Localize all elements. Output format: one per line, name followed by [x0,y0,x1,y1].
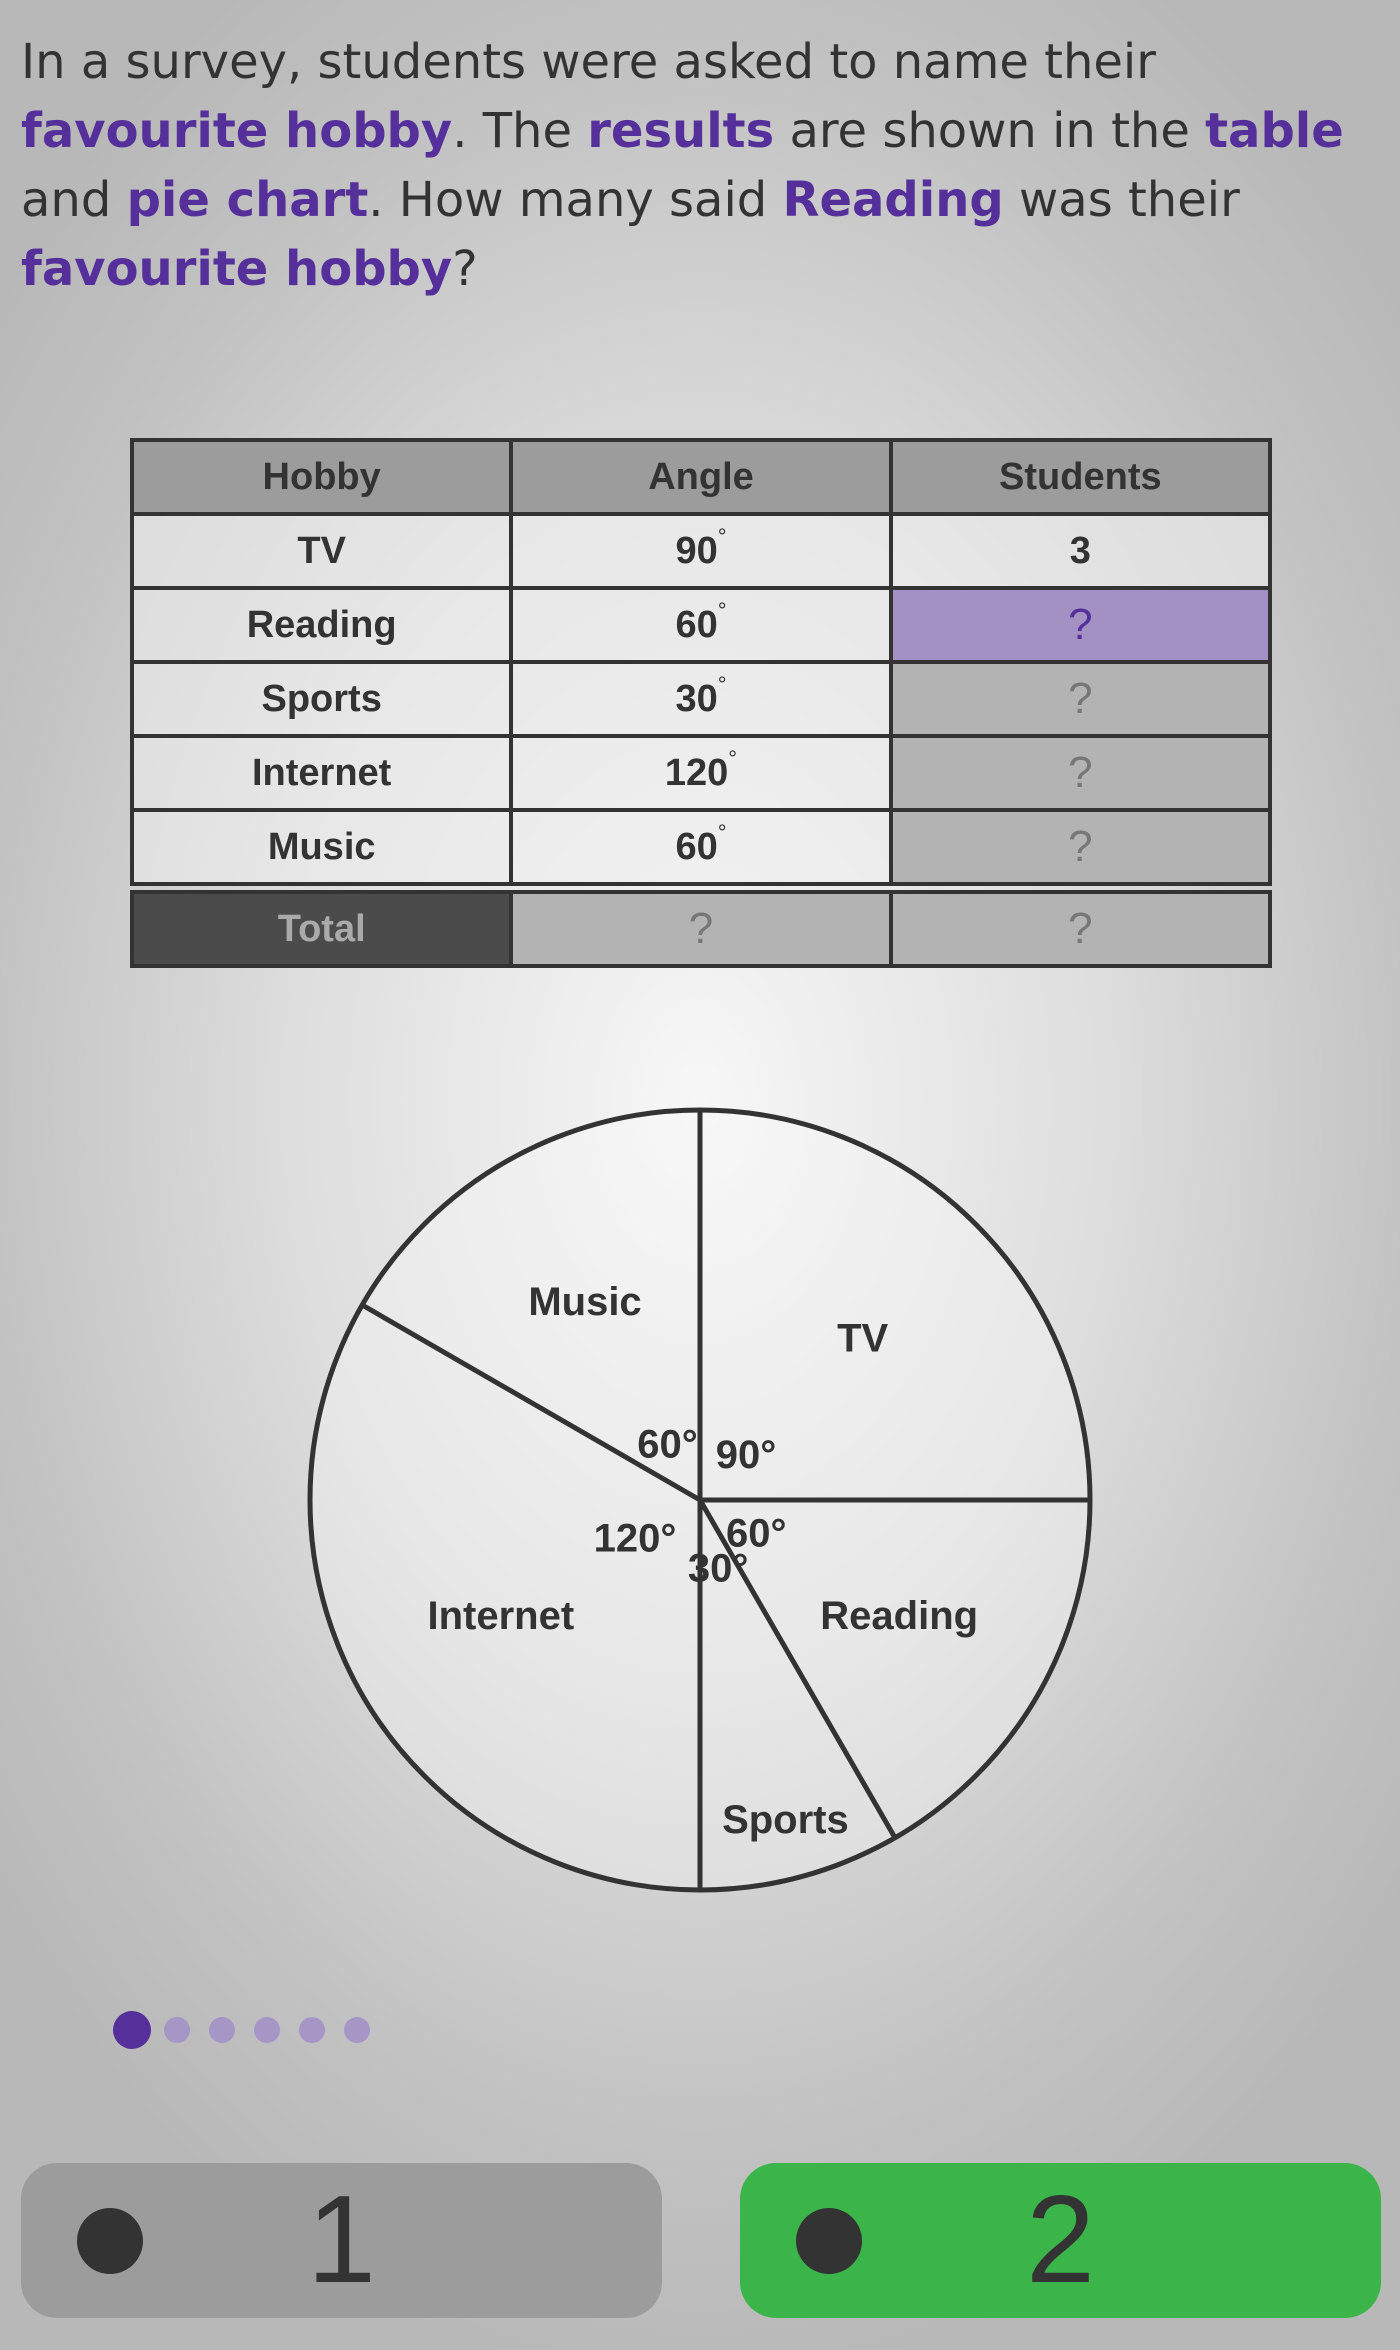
hobby-cell: Music [129,808,514,886]
bullet-icon [77,2208,143,2274]
total-angle-cell[interactable]: ? [509,890,893,968]
highlighted-term: results [587,103,775,159]
cell-text: 30 [675,677,718,720]
table-header-row: Hobby Angle Students [129,438,1273,516]
total-row: Total?? [129,890,1273,968]
slice-angle-tv: 90° [716,1433,777,1477]
highlighted-term: favourite hobby [21,241,453,297]
degree-symbol: ° [717,819,727,845]
slice-label-reading: Reading [820,1594,978,1638]
cell-text: ? [1068,674,1093,723]
table-row: Music 60°? [129,808,1273,886]
question-segment: are shown in the [774,103,1206,159]
slice-boundary-sports [697,1498,898,1839]
highlighted-term: favourite hobby [21,103,453,159]
highlighted-term: table [1205,103,1344,159]
highlighted-term: pie chart [126,172,369,228]
cell-text: Internet [251,751,392,794]
cell-text: 90 [675,529,718,572]
slice-angle-internet: 120° [594,1517,677,1561]
slice-boundary-music [361,1302,702,1503]
cell-text: 120 [664,751,729,794]
hobby-table: Hobby Angle Students TV 90° 3 Reading 60°? Sp… [129,438,1273,968]
answer-button-2[interactable]: 2 [740,2163,1381,2318]
cell-text: 60 [675,825,718,868]
question-segment: was their [1003,172,1240,228]
angle-cell: 120° [509,734,893,812]
angle-cell: 60° [509,808,893,886]
slice-label-sports: Sports [722,1798,849,1842]
students-cell[interactable]: ? [888,586,1273,664]
cell-text: ? [1068,904,1093,953]
hobby-cell: Reading [129,586,514,664]
angle-cell: 30° [509,660,893,738]
table-row: Reading 60°? [129,586,1273,664]
table-row: Sports 30°? [129,660,1273,738]
cell-text: TV [297,529,346,572]
cell-text: 3 [1069,529,1091,572]
answer-button-1[interactable]: 1 [21,2163,662,2318]
slice-angle-reading: 60° [726,1512,787,1556]
degree-symbol: ° [728,745,738,771]
cell-text: Total [277,907,366,950]
table-row: Internet 120°? [129,734,1273,812]
header-hobby: Hobby [129,438,514,516]
cell-text: ? [688,904,714,953]
angle-cell: 90° [509,512,893,590]
cell-text: Music [267,825,376,868]
question-text: In a survey, students were asked to name… [21,28,1391,304]
highlighted-term: Reading [782,172,1004,228]
header-angle: Angle [509,438,893,516]
cell-text: Sports [261,677,382,720]
students-cell[interactable]: ? [888,660,1273,738]
answer-label: 1 [307,2171,376,2309]
slice-angle-music: 60° [637,1423,698,1467]
hobby-cell: Sports [129,660,514,738]
cell-text: ? [1068,822,1093,871]
slice-label-tv: TV [837,1316,888,1360]
hobby-cell: TV [129,512,514,590]
cell-text: ? [1068,600,1093,649]
angle-cell: 60° [509,586,893,664]
slice-label-internet: Internet [427,1594,574,1638]
degree-symbol: ° [717,597,727,623]
cell-text: 60 [675,603,718,646]
total-students-cell[interactable]: ? [888,890,1273,968]
slice-label-music: Music [528,1280,641,1324]
question-segment: ? [452,241,478,297]
hobby-cell: Internet [129,734,514,812]
degree-symbol: ° [717,671,727,697]
answer-label: 2 [1026,2171,1095,2309]
total-label-cell: Total [129,890,514,968]
table-row: TV 90° 3 [129,512,1273,590]
header-students: Students [888,438,1273,516]
students-cell[interactable]: ? [888,808,1273,886]
students-cell[interactable]: ? [888,734,1273,812]
degree-symbol: ° [717,523,727,549]
question-segment: . The [452,103,588,159]
cell-text: Reading [246,603,397,646]
question-segment: . How many said [368,172,783,228]
bullet-icon [796,2208,862,2274]
cell-text: ? [1068,748,1093,797]
students-cell: 3 [888,512,1273,590]
question-segment: In a survey, students were asked to name… [21,34,1156,90]
slice-angle-sports: 30° [688,1547,749,1591]
question-segment: and [21,172,127,228]
